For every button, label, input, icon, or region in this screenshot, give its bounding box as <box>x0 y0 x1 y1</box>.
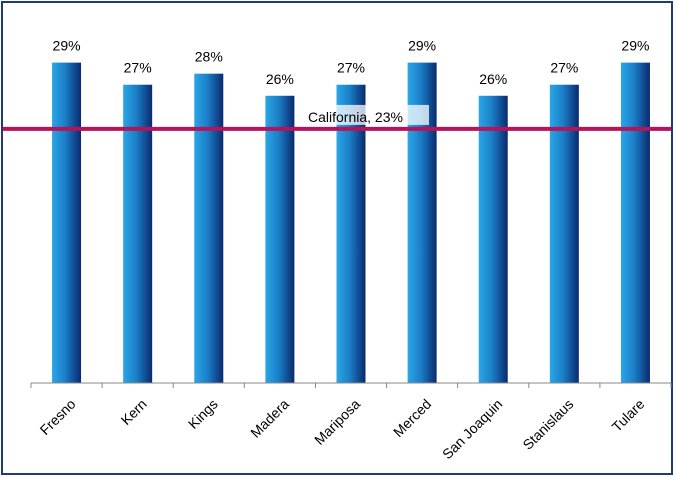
bars-layer <box>52 62 650 384</box>
bar-madera <box>265 95 295 383</box>
reference-line-group: California, 23% <box>3 104 671 131</box>
data-label: 29% <box>408 38 436 54</box>
bar-kern <box>123 84 153 383</box>
bar-fresno <box>52 62 82 383</box>
bar-san-joaquin <box>478 95 508 383</box>
x-tick-label: Kern <box>118 396 150 428</box>
x-tick-label: Merced <box>390 396 434 440</box>
x-tick-label: Mariposa <box>311 396 363 448</box>
bar-mariposa <box>336 84 366 383</box>
reference-line-label: California, 23% <box>308 109 403 125</box>
x-tick-label: Madera <box>247 396 292 441</box>
data-label: 27% <box>337 60 365 76</box>
bar-tulare <box>620 62 650 383</box>
data-label: 29% <box>53 38 81 54</box>
x-tick-label: Kings <box>185 396 221 432</box>
reference-label-background <box>305 104 429 125</box>
bar-kings <box>194 73 224 384</box>
x-axis <box>30 382 672 388</box>
data-label: 29% <box>621 38 649 54</box>
data-label: 26% <box>266 71 294 87</box>
x-tick-label: Fresno <box>37 396 79 438</box>
bar-stanislaus <box>549 84 579 383</box>
x-tick-label: Tulare <box>609 396 648 435</box>
x-tick-label: San Joaquin <box>439 396 505 462</box>
data-label: 28% <box>195 49 223 65</box>
data-label: 27% <box>550 60 578 76</box>
data-label: 27% <box>124 60 152 76</box>
x-tick-label: Stanislaus <box>519 396 576 453</box>
data-label: 26% <box>479 71 507 87</box>
